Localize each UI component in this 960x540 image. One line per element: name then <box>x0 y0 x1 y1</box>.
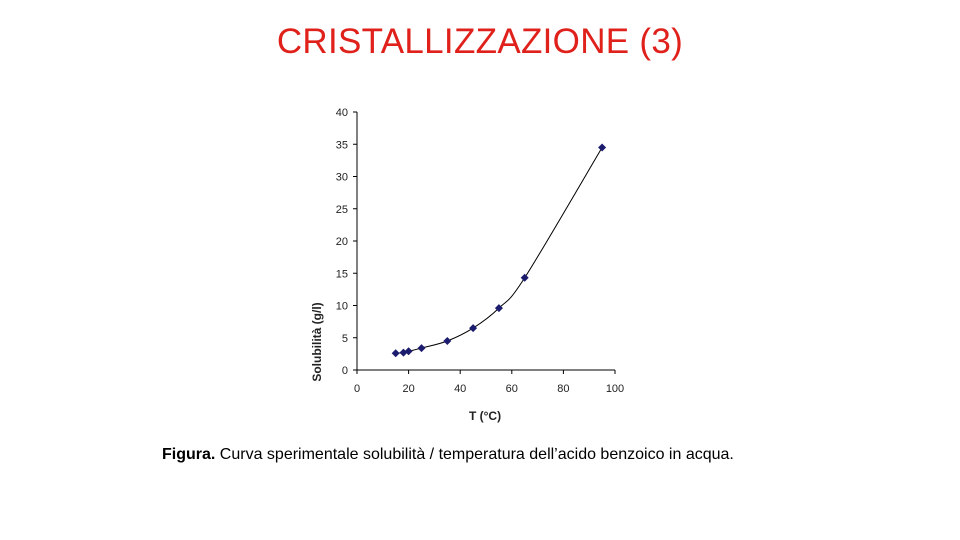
y-tick-label: 10 <box>336 301 348 313</box>
data-point <box>443 336 452 345</box>
y-tick-label: 30 <box>336 172 348 184</box>
x-tick-label: 0 <box>354 383 360 395</box>
y-tick-label: 20 <box>336 236 348 248</box>
data-point <box>520 273 529 282</box>
x-axis-label: T (°C) <box>469 409 501 423</box>
x-tick-label: 100 <box>606 383 624 395</box>
caption-text: Curva sperimentale solubilità / temperat… <box>219 446 734 463</box>
chart-axes <box>356 112 615 371</box>
y-tick-label: 25 <box>336 204 348 216</box>
y-axis-label: Solubilità (g/l) <box>310 302 324 381</box>
data-point <box>417 344 426 353</box>
y-axis-ticks: 0 5 10 15 20 25 30 35 40 <box>336 107 357 377</box>
fit-curve <box>395 147 603 354</box>
caption-label: Figura. <box>162 446 216 463</box>
x-tick-label: 20 <box>402 383 414 395</box>
data-points <box>391 143 607 358</box>
y-tick-label: 35 <box>336 139 348 151</box>
x-tick-label: 60 <box>506 383 518 395</box>
data-point <box>598 143 607 152</box>
x-axis-ticks: 0 20 40 60 80 100 <box>354 370 624 395</box>
solubility-chart: 0 5 10 15 20 25 30 35 40 0 20 40 60 80 100 T (°C) Sol… <box>310 107 624 423</box>
data-point <box>469 324 478 333</box>
y-tick-label: 5 <box>342 333 348 345</box>
y-tick-label: 40 <box>336 107 348 119</box>
y-tick-label: 15 <box>336 268 348 280</box>
slide-title: CRISTALLIZZAZIONE (3) <box>276 22 684 61</box>
data-point <box>494 304 503 313</box>
figure-caption: Figura. Curva sperimentale solubilità / … <box>162 446 734 464</box>
data-point <box>404 347 413 356</box>
y-tick-label: 0 <box>342 365 348 377</box>
data-point <box>391 349 400 358</box>
x-tick-label: 40 <box>454 383 466 395</box>
x-tick-label: 80 <box>557 383 569 395</box>
